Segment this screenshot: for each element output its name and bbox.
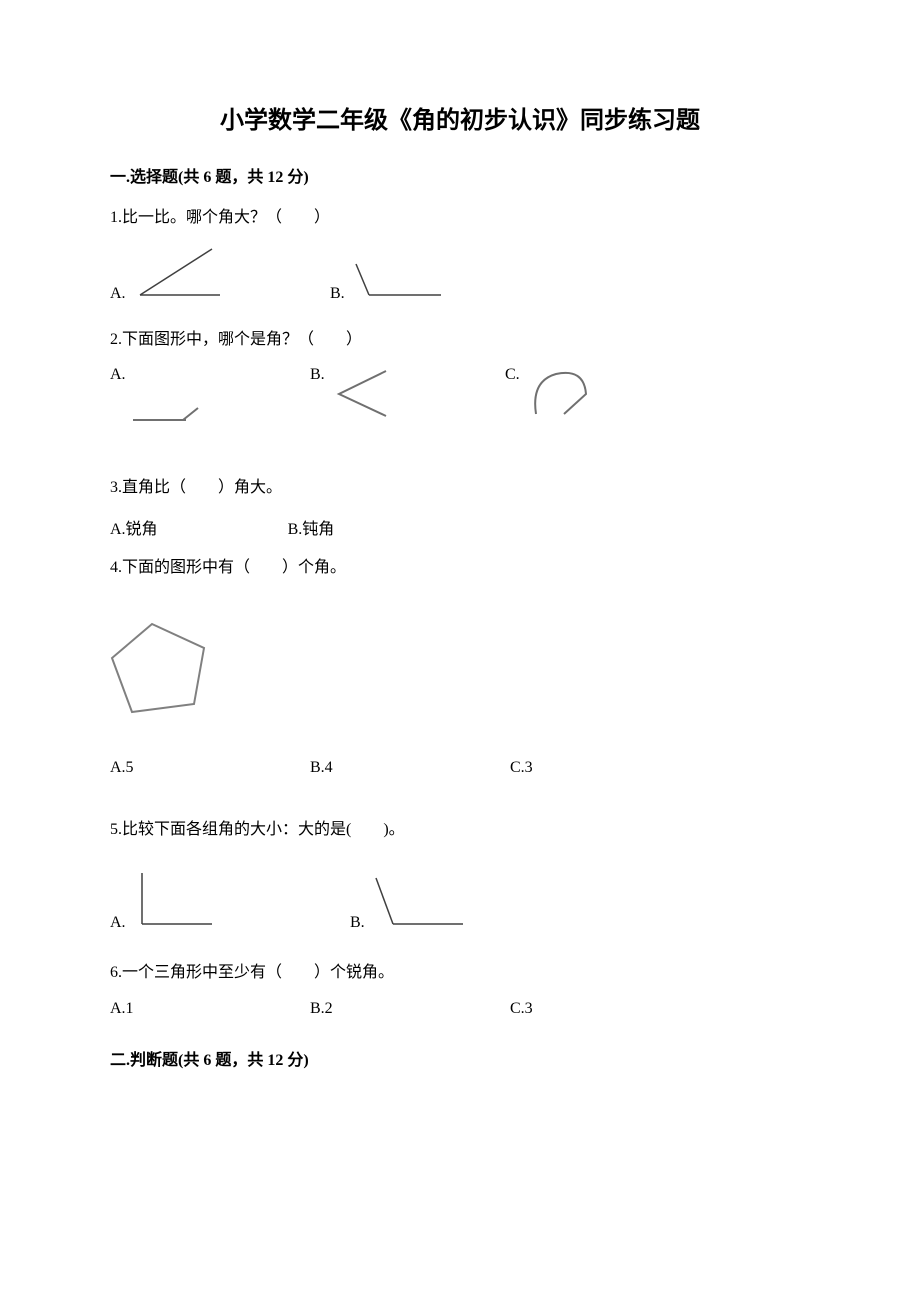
q2-shapeC-icon [526,366,596,426]
q4-optA: A.5 [110,759,310,777]
q5-optA: A. [110,869,350,934]
q2-optA-label: A. [110,366,126,386]
section2-header: 二.判断题(共 6 题，共 12 分) [110,1046,810,1070]
page-title: 小学数学二年级《角的初步认识》同步练习题 [110,100,810,135]
q3-optA: A.锐角 [110,515,158,539]
q1-angleA-icon [132,245,232,305]
q5-text: 5.比较下面各组角的大小：大的是( )。 [110,817,810,843]
q5-options: A. B. [110,869,810,934]
q6-optA: A.1 [110,1000,310,1018]
q2-optB-label: B. [310,366,325,386]
q2-optB: B. [310,366,505,426]
q4-optC: C.3 [510,759,710,777]
pentagon-icon [102,616,222,726]
q2-shapeB-icon [331,366,401,426]
q4-text: 4.下面的图形中有（ ）个角。 [110,555,810,581]
q2-optC-label: C. [505,366,520,386]
q5-angleB-icon [371,874,471,934]
q4-pentagon [102,616,810,731]
q6-text: 6.一个三角形中至少有（ ）个锐角。 [110,960,810,986]
q4-options: A.5 B.4 C.3 [110,759,810,777]
q2-optC: C. [505,366,675,426]
q4-optB: B.4 [310,759,510,777]
q6-options: A.1 B.2 C.3 [110,1000,810,1018]
q1-angleB-icon [351,260,451,305]
q6-optB: B.2 [310,1000,510,1018]
q1-optB: B. [330,260,500,305]
q5-optB-label: B. [350,914,365,934]
section1-header: 一.选择题(共 6 题，共 12 分) [110,163,810,187]
q1-optB-label: B. [330,285,345,305]
q1-options: A. B. [110,245,810,305]
q3-options: A.锐角 B.钝角 [110,515,810,539]
q1-text: 1.比一比。哪个角大？（ ） [110,205,810,231]
q5-angleA-icon [132,869,222,934]
q2-shapeA-icon [128,390,203,435]
q3-optB: B.钝角 [288,515,335,539]
q3-text: 3.直角比（ ）角大。 [110,475,810,501]
q5-optB: B. [350,874,520,934]
q5-optA-label: A. [110,914,126,934]
q1-optA-label: A. [110,285,126,305]
q2-optA: A. [110,366,310,386]
q2-text: 2.下面图形中，哪个是角？（ ） [110,327,810,353]
q1-optA: A. [110,245,330,305]
q6-optC: C.3 [510,1000,710,1018]
